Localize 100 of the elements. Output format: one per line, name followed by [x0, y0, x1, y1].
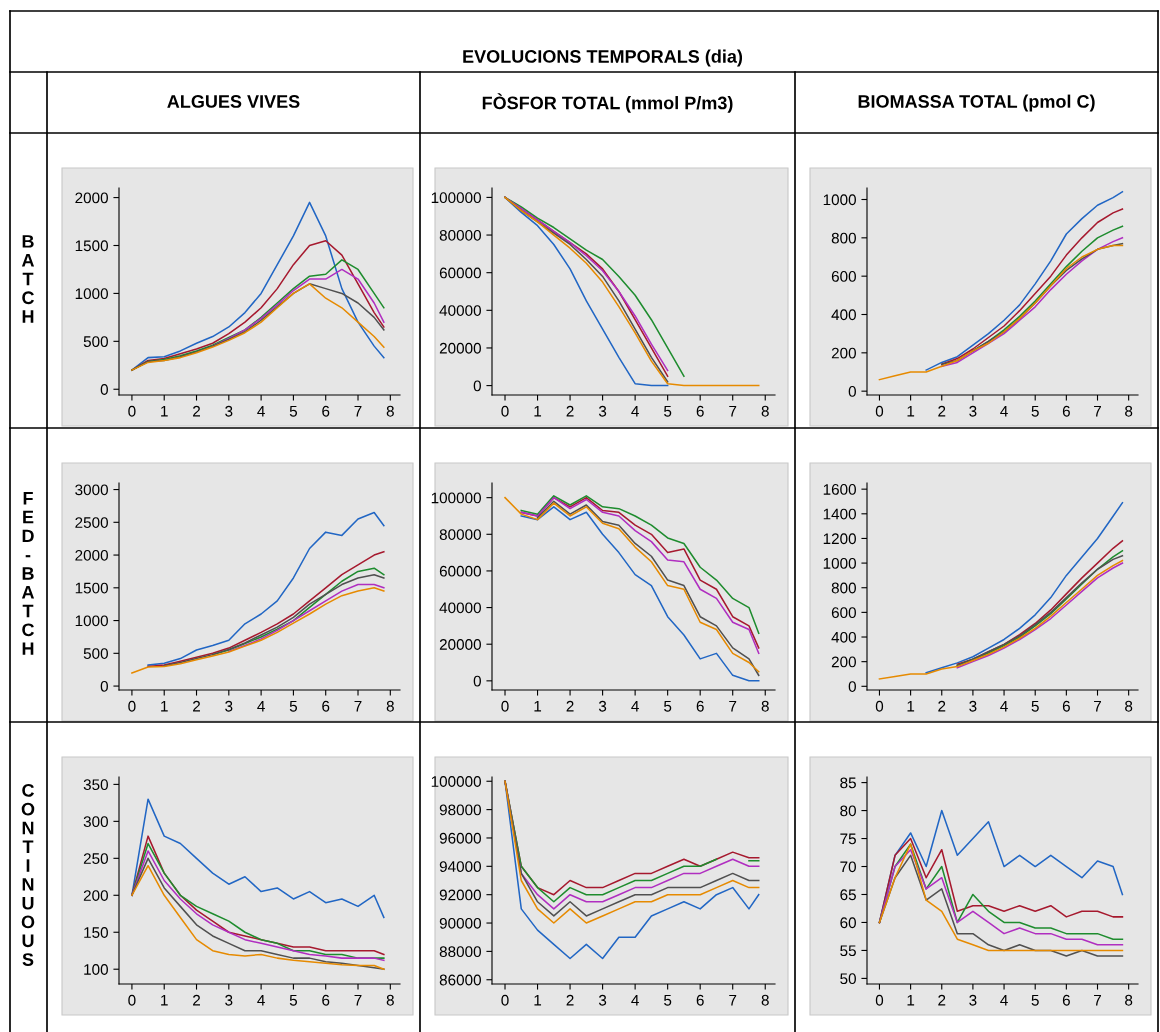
y-tick-label: 85	[840, 777, 856, 789]
x-tick-label: 2	[566, 994, 574, 1006]
line-series	[163, 573, 385, 667]
y-tick-label: 1000	[823, 557, 856, 569]
y-tick-label: 400	[831, 631, 856, 643]
line-series	[878, 559, 1124, 680]
x-tick-label: 1	[161, 700, 168, 712]
x-tick-label: 1	[161, 405, 168, 417]
x-tick-label: 5	[664, 405, 672, 417]
x-tick-label: 5	[289, 405, 298, 417]
x-tick-label: 6	[696, 405, 704, 417]
x-tick-label: 1	[907, 405, 915, 417]
y-tick-label: 600	[831, 271, 856, 282]
y-tick-label: 96000	[439, 832, 481, 844]
y-tick-label: 75	[840, 833, 856, 845]
x-tick-label: 8	[1125, 700, 1133, 712]
x-tick-label: 0	[875, 700, 884, 712]
y-tick-label: 40000	[439, 305, 481, 316]
y-tick-label: 1500	[75, 240, 108, 252]
line-series	[504, 496, 760, 673]
x-tick-label: 0	[501, 700, 509, 712]
chart-title: ALGUES VIVES	[167, 95, 300, 108]
line-series	[878, 244, 1124, 381]
x-tick-label: 5	[1031, 994, 1039, 1006]
y-tick-label: 0	[473, 380, 481, 392]
x-tick-label: 1	[907, 994, 915, 1006]
x-tick-label: 5	[664, 700, 672, 712]
x-tick-label: 2	[938, 700, 946, 712]
y-tick-label: 200	[831, 656, 856, 668]
x-tick-label: 8	[761, 994, 769, 1006]
y-tick-label: 40000	[439, 602, 481, 614]
y-tick-label: 200	[83, 890, 108, 901]
y-tick-label: 1200	[823, 533, 856, 545]
line-series	[504, 196, 760, 387]
y-tick-label: 86000	[439, 974, 481, 986]
x-tick-label: 0	[875, 405, 884, 417]
y-tick-label: 1400	[823, 508, 856, 520]
y-tick-label: 100000	[431, 776, 481, 787]
x-tick-label: 0	[128, 700, 136, 712]
line-series	[131, 201, 385, 371]
y-tick-label: 300	[83, 816, 108, 828]
x-tick-label: 7	[354, 405, 362, 417]
x-tick-label: 3	[598, 700, 607, 712]
x-tick-label: 6	[1062, 700, 1070, 712]
x-tick-label: 6	[1062, 405, 1070, 417]
x-tick-label: 6	[322, 405, 330, 417]
y-tick-label: 60000	[439, 565, 481, 577]
text: CONTINUOUS	[21, 783, 35, 966]
x-tick-label: 3	[969, 405, 977, 417]
y-tick-label: 500	[83, 648, 108, 659]
y-tick-label: 0	[473, 675, 481, 687]
x-tick-label: 8	[386, 994, 394, 1006]
y-tick-label: 600	[831, 607, 856, 619]
y-tick-label: 1000	[823, 194, 856, 206]
y-tick-label: 2500	[75, 517, 108, 528]
x-tick-label: 2	[566, 405, 574, 417]
x-tick-label: 2	[193, 700, 200, 712]
x-tick-label: 2	[566, 700, 574, 712]
x-tick-label: 4	[257, 405, 265, 417]
y-tick-label: 400	[831, 309, 856, 321]
x-tick-label: 5	[289, 700, 298, 712]
y-tick-label: 80	[840, 805, 856, 817]
x-tick-label: 6	[322, 700, 330, 712]
x-tick-label: 1	[534, 405, 542, 417]
x-tick-label: 7	[729, 700, 737, 712]
y-tick-label: 0	[100, 384, 108, 395]
y-tick-label: 250	[83, 853, 108, 865]
x-tick-label: 4	[1000, 405, 1008, 417]
x-tick-label: 0	[128, 994, 136, 1006]
x-tick-label: 3	[969, 994, 977, 1006]
line-series	[228, 583, 385, 653]
chart-title: FÒSFOR TOTAL (mmol P/m3)	[482, 93, 733, 113]
x-tick-label: 4	[631, 994, 639, 1006]
y-tick-label: 80000	[439, 529, 481, 540]
text: EVOLUCIONS TEMPORALS (dia)	[463, 49, 743, 67]
y-tick-label: 800	[831, 582, 856, 594]
line-series	[147, 551, 385, 668]
y-tick-label: 80000	[439, 229, 481, 241]
y-tick-label: 60	[840, 917, 856, 929]
x-tick-label: 7	[354, 994, 362, 1006]
x-tick-label: 3	[598, 405, 607, 417]
x-tick-label: 3	[225, 700, 233, 712]
y-tick-label: 60000	[439, 267, 481, 279]
x-tick-label: 2	[938, 994, 946, 1006]
line-series	[925, 501, 1124, 674]
x-tick-label: 0	[128, 405, 136, 417]
x-tick-label: 7	[1094, 405, 1101, 417]
y-tick-label: 2000	[75, 192, 108, 204]
y-tick-label: 98000	[439, 804, 481, 816]
line-series	[147, 511, 385, 666]
x-tick-label: 7	[729, 405, 737, 417]
y-tick-label: 1600	[823, 484, 856, 495]
x-tick-label: 4	[257, 700, 265, 712]
x-tick-label: 0	[875, 994, 884, 1006]
y-tick-label: 150	[84, 927, 108, 938]
y-tick-label: 0	[100, 680, 108, 692]
x-tick-label: 7	[1094, 700, 1101, 712]
y-tick-label: 1500	[75, 582, 108, 594]
y-tick-label: 800	[831, 232, 856, 244]
x-tick-label: 3	[225, 994, 233, 1006]
